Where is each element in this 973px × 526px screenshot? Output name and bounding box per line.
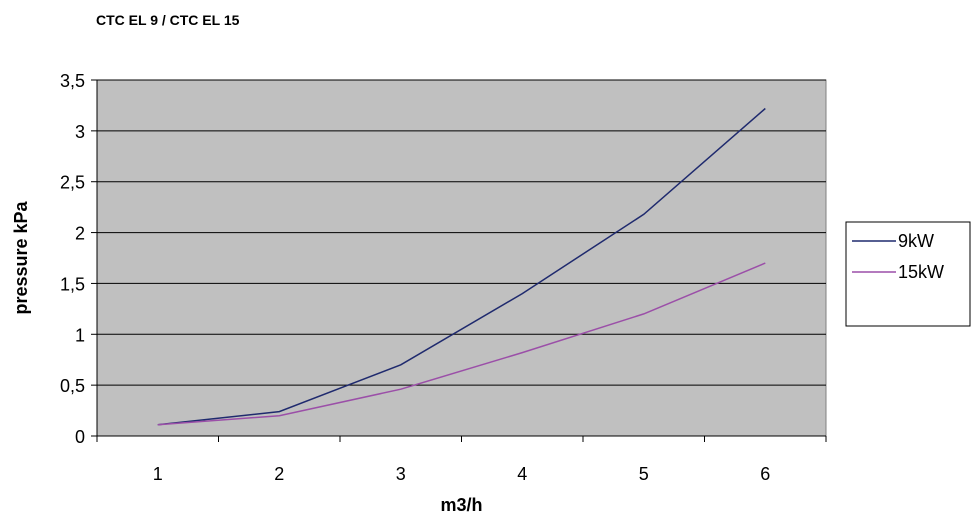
series-line-9kW <box>157 107 766 426</box>
gridlines <box>97 79 826 386</box>
y-tick-label: 1 <box>75 325 85 345</box>
x-axis-title: m3/h <box>440 495 482 515</box>
x-tick-label: 5 <box>639 464 649 484</box>
x-tick-label: 6 <box>760 464 770 484</box>
series-line-15kW <box>157 262 766 426</box>
x-tick-label: 2 <box>274 464 284 484</box>
x-tick-label: 1 <box>153 464 163 484</box>
series-lines <box>157 107 766 426</box>
y-tick-label: 2,5 <box>60 173 85 193</box>
y-tick-label: 3,5 <box>60 71 85 91</box>
y-tick-label: 0 <box>75 427 85 447</box>
chart-title: CTC EL 9 / CTC EL 15 <box>96 12 240 28</box>
legend-box <box>845 221 971 327</box>
y-tick-label: 1,5 <box>60 274 85 294</box>
y-axis-ticks: 0 0,5 1 1,5 2 2,5 3 3,5 <box>60 71 97 447</box>
legend-label: 9kW <box>898 231 934 251</box>
y-tick-label: 2 <box>75 224 85 244</box>
y-tick-label: 0,5 <box>60 376 85 396</box>
legend: 9kW 15kW <box>845 221 971 327</box>
x-axis-ticks: 1 2 3 4 5 6 <box>96 436 827 484</box>
y-tick-label: 3 <box>75 122 85 142</box>
x-tick-label: 3 <box>396 464 406 484</box>
plot-area <box>96 79 827 437</box>
y-axis-title: pressure kPa <box>11 200 31 314</box>
x-tick-label: 4 <box>517 464 527 484</box>
legend-label: 15kW <box>898 262 944 282</box>
